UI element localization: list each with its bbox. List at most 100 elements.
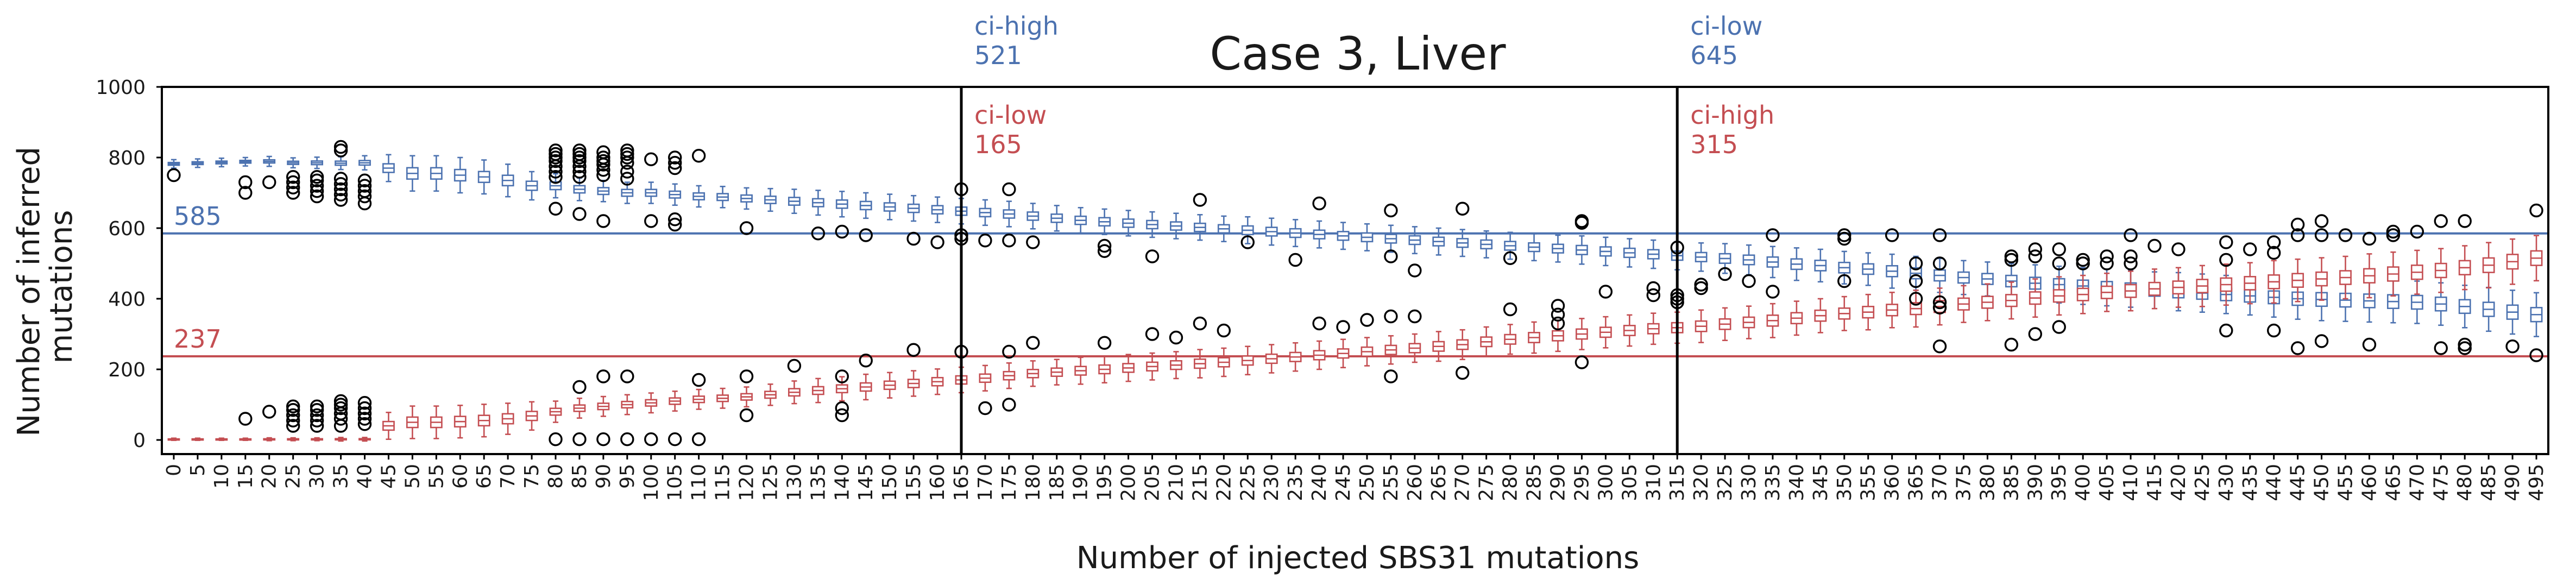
box-blue-240 xyxy=(1313,220,1326,249)
box-red-90 xyxy=(597,395,610,417)
x-tick-label-370: 370 xyxy=(1929,464,1951,501)
outlier-blue-105 xyxy=(668,161,682,175)
outlier-blue-40 xyxy=(357,184,372,198)
outlier-red-495 xyxy=(2529,348,2543,362)
y-axis-label-line-1: Number of inferred xyxy=(11,147,47,437)
box-red-325 xyxy=(1718,307,1731,342)
outlier-blue-35 xyxy=(333,187,348,202)
x-tick-label-260: 260 xyxy=(1404,464,1426,501)
outlier-blue-350 xyxy=(1837,231,1851,246)
outlier-red-350 xyxy=(1837,274,1851,288)
x-tick-label-310: 310 xyxy=(1642,464,1665,501)
box-red-350 xyxy=(1838,295,1851,331)
box-red-495 xyxy=(2530,235,2543,282)
outlier-red-140 xyxy=(835,408,849,423)
box-blue-205 xyxy=(1146,211,1158,238)
outlier-blue-225 xyxy=(1240,235,1255,249)
outlier-red-310 xyxy=(1646,288,1660,303)
series-red xyxy=(167,235,2543,442)
box-red-175 xyxy=(1003,362,1016,389)
outlier-red-95 xyxy=(620,432,634,446)
outlier-red-290 xyxy=(1551,307,1565,322)
box-red-150 xyxy=(883,372,896,399)
box-blue-320 xyxy=(1695,242,1708,272)
outlier-blue-160 xyxy=(930,235,944,249)
outlier-blue-235 xyxy=(1288,253,1302,267)
x-tick-label-255: 255 xyxy=(1380,464,1402,501)
outlier-blue-80 xyxy=(549,154,563,168)
outlier-red-370 xyxy=(1932,300,1947,314)
x-tick-label-200: 200 xyxy=(1118,464,1140,501)
annotations: 585237ci-high521ci-low165ci-low645ci-hig… xyxy=(174,11,1774,354)
outlier-blue-80 xyxy=(549,150,563,165)
x-tick-label-455: 455 xyxy=(2335,464,2357,501)
outlier-blue-410 xyxy=(2124,256,2138,270)
box-red-255 xyxy=(1384,335,1397,365)
outlier-blue-25 xyxy=(286,170,300,184)
outlier-blue-40 xyxy=(357,179,372,193)
x-tick-label-145: 145 xyxy=(855,464,877,501)
outlier-red-110 xyxy=(691,373,706,387)
outlier-red-40 xyxy=(357,406,372,420)
marker-top-value-315: 645 xyxy=(1690,41,1738,70)
x-tick-label-290: 290 xyxy=(1547,464,1569,501)
box-red-395 xyxy=(2052,276,2065,316)
x-tick-label-495: 495 xyxy=(2525,464,2548,501)
outlier-blue-370 xyxy=(1932,256,1947,270)
box-red-245 xyxy=(1337,338,1350,369)
outlier-blue-270 xyxy=(1456,202,1470,216)
outlier-red-310 xyxy=(1646,281,1660,295)
outlier-blue-295 xyxy=(1574,214,1589,228)
outlier-red-245 xyxy=(1336,320,1350,334)
outlier-blue-440 xyxy=(2266,246,2281,260)
box-red-220 xyxy=(1217,347,1230,377)
outlier-blue-85 xyxy=(572,154,587,168)
outlier-red-270 xyxy=(1456,366,1470,380)
outlier-red-430 xyxy=(2219,323,2233,338)
box-blue-20 xyxy=(263,155,276,167)
box-red-55 xyxy=(430,405,443,439)
box-blue-30 xyxy=(311,156,324,169)
outlier-red-35 xyxy=(333,412,348,426)
x-tick-label-195: 195 xyxy=(1094,464,1116,501)
outlier-red-25 xyxy=(286,413,300,427)
x-tick-label-360: 360 xyxy=(1881,464,1904,501)
x-tick-label-100: 100 xyxy=(640,464,663,501)
x-tick-label-150: 150 xyxy=(879,464,901,501)
outlier-red-460 xyxy=(2362,337,2377,352)
box-red-160 xyxy=(931,368,944,395)
box-blue-230 xyxy=(1265,217,1278,246)
outlier-blue-30 xyxy=(310,179,324,193)
box-blue-155 xyxy=(907,194,920,222)
outlier-blue-470 xyxy=(2410,224,2424,239)
box-blue-490 xyxy=(2506,290,2519,335)
box-red-95 xyxy=(621,394,634,416)
outlier-blue-155 xyxy=(906,231,921,246)
outlier-blue-280 xyxy=(1503,251,1517,265)
box-red-390 xyxy=(2029,278,2042,318)
box-blue-260 xyxy=(1408,226,1421,255)
outlier-red-120 xyxy=(739,408,754,423)
x-tick-label-340: 340 xyxy=(1786,464,1808,501)
box-red-280 xyxy=(1504,324,1517,355)
box-red-5 xyxy=(191,437,204,441)
marker-inner-label-315: ci-high xyxy=(1690,100,1774,130)
outlier-red-15 xyxy=(238,412,253,426)
chart-title: Case 3, Liver xyxy=(1210,27,1506,80)
box-red-270 xyxy=(1456,329,1469,361)
x-tick-label-35: 35 xyxy=(330,464,352,489)
outlier-blue-445 xyxy=(2290,217,2305,232)
box-blue-80 xyxy=(549,173,562,199)
box-red-35 xyxy=(335,437,347,442)
outlier-blue-135 xyxy=(811,226,826,241)
x-tick-label-390: 390 xyxy=(2024,464,2046,501)
outlier-blue-85 xyxy=(572,170,587,184)
box-blue-225 xyxy=(1241,216,1254,244)
box-red-485 xyxy=(2482,242,2495,289)
x-tick-label-60: 60 xyxy=(449,464,471,489)
box-red-345 xyxy=(1814,298,1827,333)
reference-line-label-237: 237 xyxy=(174,324,222,354)
outlier-blue-80 xyxy=(549,159,563,173)
box-red-15 xyxy=(239,437,252,441)
box-blue-140 xyxy=(835,191,848,218)
